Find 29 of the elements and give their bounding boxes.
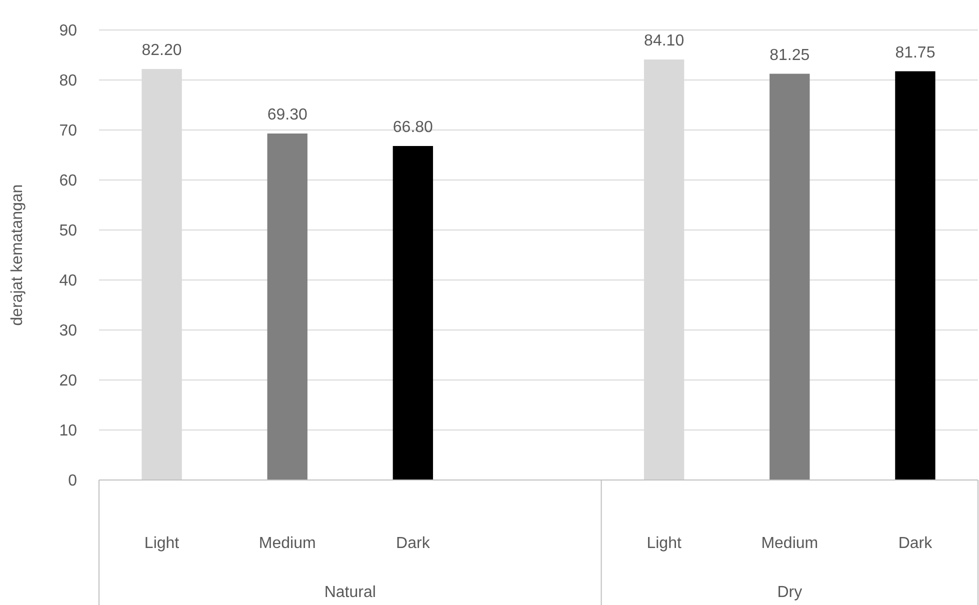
x-tick-label: Medium xyxy=(258,535,316,552)
bar xyxy=(392,146,434,480)
x-tick-label: Light xyxy=(646,535,682,552)
data-label: 81.75 xyxy=(895,44,936,62)
data-label: 69.30 xyxy=(267,106,308,124)
y-tick-label: 50 xyxy=(59,222,78,240)
y-tick-label: 10 xyxy=(59,422,78,440)
data-label: 84.10 xyxy=(644,32,684,50)
y-tick-label: 80 xyxy=(59,72,78,90)
y-tick-label: 60 xyxy=(59,172,78,190)
bar xyxy=(770,74,810,480)
bar xyxy=(895,71,936,480)
x-tick-label: Light xyxy=(144,535,180,552)
y-tick-label: 30 xyxy=(59,322,78,340)
data-label: 82.20 xyxy=(142,42,182,59)
x-tick-label: Dark xyxy=(396,535,431,552)
x-tick-label: Medium xyxy=(761,535,818,552)
x-tick-label: Dark xyxy=(898,535,934,552)
y-tick-label: 70 xyxy=(59,122,78,140)
text: Dry xyxy=(777,584,802,601)
y-tick-label: 0 xyxy=(68,472,78,490)
y-tick-label: 40 xyxy=(59,272,78,290)
y-tick-label: 20 xyxy=(59,372,78,390)
data-label: 66.80 xyxy=(392,119,434,136)
y-axis-title: derajat kematangan xyxy=(9,184,26,326)
bar xyxy=(267,134,308,480)
y-tick-label: 90 xyxy=(59,22,78,40)
text: Natural xyxy=(324,584,376,601)
data-label: 81.25 xyxy=(770,46,810,64)
